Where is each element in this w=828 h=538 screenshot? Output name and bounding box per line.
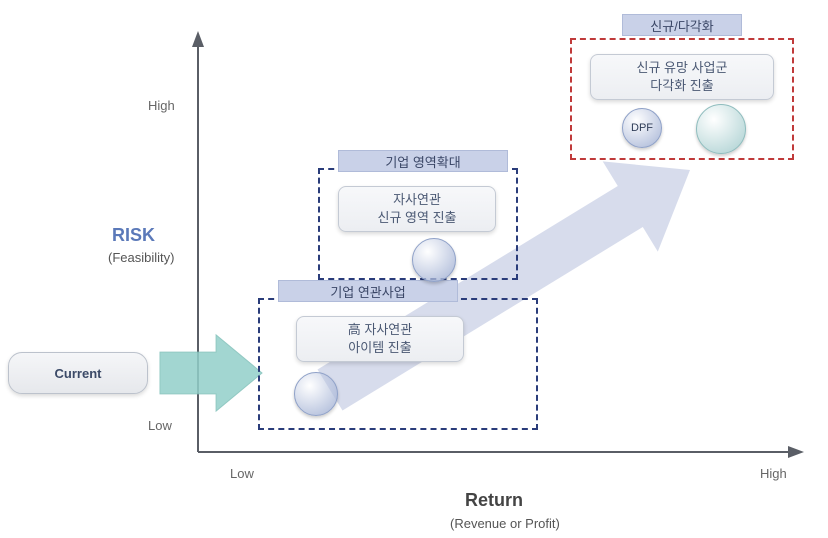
bubble-g3-0: DPF xyxy=(622,108,662,148)
bubbles-layer: DPF xyxy=(0,0,828,538)
bubble-label-g3-0: DPF xyxy=(623,109,661,147)
bubble-g2-0 xyxy=(412,238,456,282)
bubble-g3-1 xyxy=(696,104,746,154)
bubble-g1-0 xyxy=(294,372,338,416)
